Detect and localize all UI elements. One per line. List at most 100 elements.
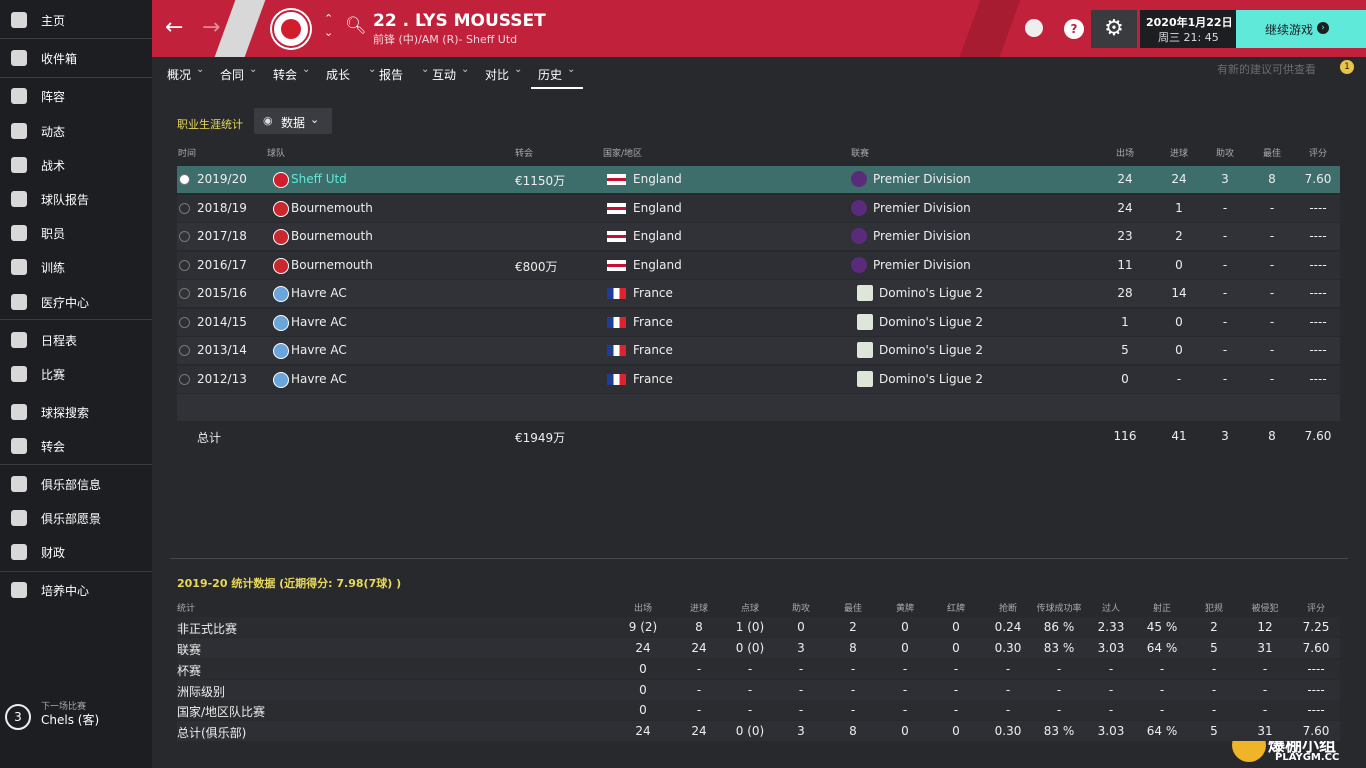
stats-row bbox=[177, 617, 1340, 637]
cell: - bbox=[1222, 200, 1228, 215]
tab[interactable]: 报告 bbox=[379, 68, 404, 82]
next-match-opponent[interactable]: Chels (客) bbox=[41, 713, 100, 727]
sidebar-label: 职员 bbox=[41, 227, 66, 241]
notification-badge: 1 bbox=[1340, 60, 1354, 74]
career-row[interactable] bbox=[177, 337, 1340, 364]
cell: - bbox=[1108, 662, 1114, 676]
sidebar-icon bbox=[11, 12, 27, 28]
sidebar-label: 俱乐部愿景 bbox=[41, 512, 102, 526]
career-row[interactable] bbox=[177, 223, 1340, 250]
cell: - bbox=[902, 682, 908, 697]
column-header: 时间 bbox=[178, 149, 197, 159]
career-row[interactable] bbox=[177, 308, 1340, 336]
sidebar-divider bbox=[0, 77, 152, 78]
cell[interactable]: Havre AC bbox=[291, 314, 347, 329]
career-row[interactable] bbox=[177, 280, 1340, 307]
view-dropdown[interactable] bbox=[254, 108, 332, 134]
sidebar-label: 俱乐部信息 bbox=[41, 478, 102, 492]
tab[interactable]: 成长 bbox=[326, 68, 351, 82]
tab-chevron: ⌄ bbox=[421, 64, 430, 75]
cell: - bbox=[798, 662, 804, 676]
tab[interactable]: 对比 bbox=[485, 68, 510, 82]
cell: 45 % bbox=[1146, 620, 1178, 634]
career-row[interactable] bbox=[177, 365, 1340, 393]
cell: Premier Division bbox=[873, 200, 971, 215]
help-icon[interactable]: ? bbox=[1064, 19, 1084, 39]
sidebar-icon bbox=[11, 510, 27, 526]
cell: 0 bbox=[639, 662, 647, 676]
cell: 0 bbox=[952, 723, 960, 738]
cell: 2012/13 bbox=[197, 371, 247, 386]
cell: 31 bbox=[1257, 723, 1273, 738]
cell: 0 bbox=[901, 723, 909, 738]
column-header: 联赛 bbox=[851, 149, 870, 159]
career-row[interactable] bbox=[177, 194, 1340, 222]
tab[interactable]: 合同 bbox=[220, 68, 245, 82]
cell: England bbox=[633, 172, 682, 186]
career-row[interactable] bbox=[177, 251, 1340, 279]
settings-button[interactable]: ⚙ bbox=[1091, 10, 1137, 48]
sidebar-label: 动态 bbox=[41, 125, 66, 139]
cell: 2015/16 bbox=[197, 286, 247, 300]
column-header: 统计 bbox=[177, 604, 196, 614]
tab-chevron: ⌄ bbox=[567, 64, 576, 75]
column-header: 助攻 bbox=[1215, 149, 1235, 159]
cell[interactable]: Bournemouth bbox=[291, 257, 373, 272]
cell[interactable]: Havre AC bbox=[291, 286, 347, 300]
row-radio bbox=[179, 231, 190, 242]
column-header: 国家/地区 bbox=[603, 149, 643, 159]
cell: 0 bbox=[1121, 371, 1129, 386]
cell[interactable]: Havre AC bbox=[291, 343, 347, 357]
sidebar-label: 财政 bbox=[41, 546, 66, 560]
career-row[interactable] bbox=[177, 166, 1340, 193]
column-header: 过人 bbox=[1101, 604, 1121, 614]
league-icon bbox=[857, 342, 873, 358]
column-header: 最佳 bbox=[843, 604, 863, 614]
tab[interactable]: 历史 bbox=[538, 68, 563, 82]
cell: 0 bbox=[1175, 314, 1183, 329]
cell[interactable]: Havre AC bbox=[291, 371, 347, 386]
row-radio bbox=[179, 373, 190, 385]
row-radio bbox=[179, 316, 190, 328]
cell: 2018/19 bbox=[197, 200, 247, 215]
cell: ---- bbox=[1307, 682, 1325, 697]
continue-button[interactable] bbox=[1236, 10, 1366, 48]
tab[interactable]: 概况 bbox=[167, 68, 192, 82]
forward-button[interactable]: → bbox=[202, 15, 221, 40]
total-cell: 3 bbox=[1221, 429, 1229, 443]
sidebar-label: 医疗中心 bbox=[41, 296, 90, 310]
flag bbox=[607, 316, 626, 328]
cell: 2016/17 bbox=[197, 257, 247, 272]
cell[interactable]: Sheff Utd bbox=[291, 172, 347, 186]
cell: - bbox=[696, 662, 702, 676]
cell: - bbox=[850, 703, 856, 717]
league-icon bbox=[851, 199, 867, 216]
ball-icon[interactable] bbox=[1025, 19, 1043, 37]
back-button[interactable]: ← bbox=[165, 15, 184, 40]
tab[interactable]: 互动 bbox=[432, 68, 457, 82]
notification-text[interactable]: 有新的建议可供查看 bbox=[1217, 63, 1316, 76]
tab-chevron: ⌄ bbox=[302, 64, 311, 75]
cell: 2019/20 bbox=[197, 172, 247, 186]
cell: - bbox=[902, 703, 908, 717]
sidebar-icon bbox=[11, 438, 27, 454]
search-icon[interactable]: 🔍︎ bbox=[345, 16, 367, 36]
column-header: 被侵犯 bbox=[1251, 604, 1279, 614]
sidebar-icon bbox=[11, 582, 27, 598]
league-icon bbox=[857, 370, 873, 387]
watermark-title: 爆棚小组 bbox=[1268, 736, 1336, 756]
tab[interactable]: 转会 bbox=[273, 68, 298, 82]
cell: 2 bbox=[1210, 620, 1218, 634]
cell[interactable]: Bournemouth bbox=[291, 200, 373, 215]
column-header: 犯规 bbox=[1204, 604, 1224, 614]
cell: 24 bbox=[635, 641, 651, 655]
player-switch[interactable]: ⌃ ⌄ bbox=[324, 12, 334, 39]
cell: - bbox=[1269, 286, 1275, 300]
column-header: 球队 bbox=[267, 149, 286, 159]
cell: France bbox=[633, 343, 673, 357]
cell: England bbox=[633, 200, 682, 215]
cell[interactable]: Bournemouth bbox=[291, 229, 373, 243]
cell: ---- bbox=[1307, 703, 1325, 717]
row-radio bbox=[179, 174, 190, 185]
